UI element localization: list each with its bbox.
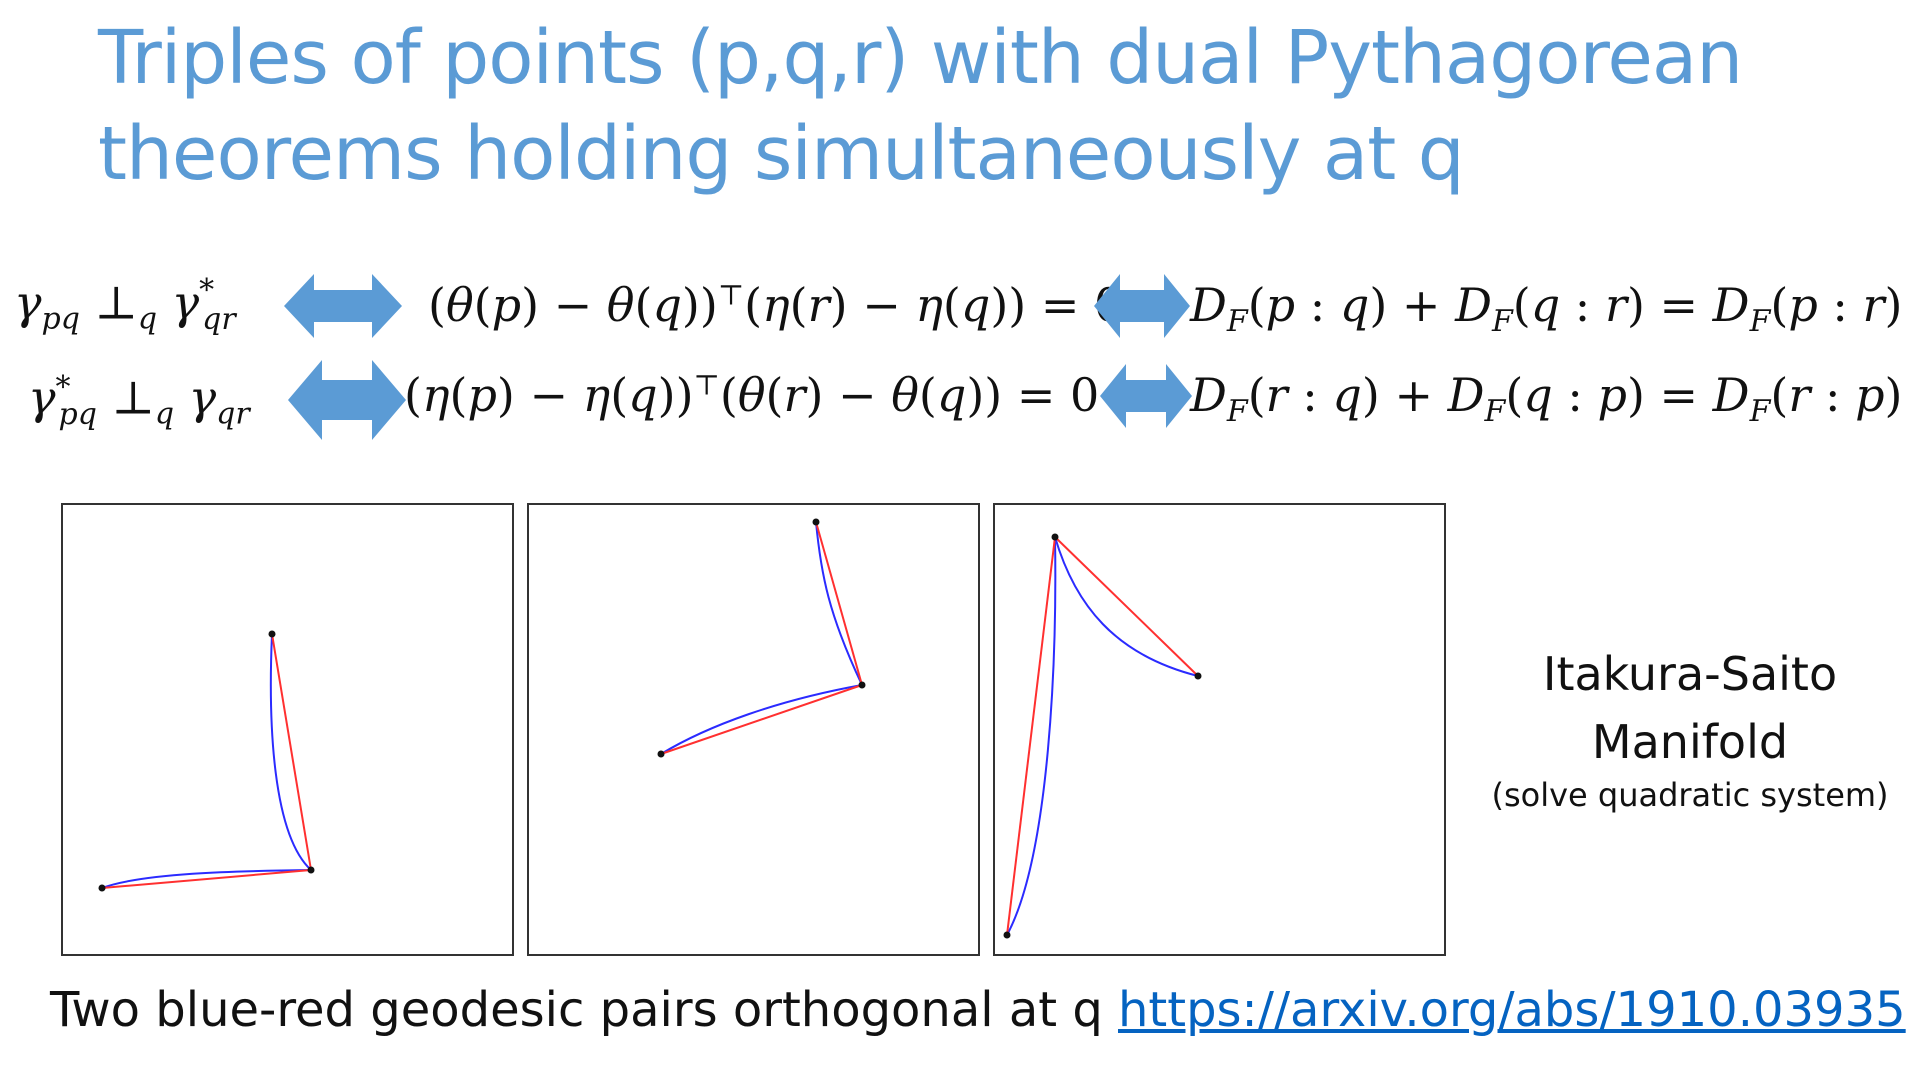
point-p xyxy=(812,518,820,526)
geodesic-plot-2 xyxy=(527,503,980,956)
point-q xyxy=(1003,931,1011,939)
manifold-label-line-2: Manifold xyxy=(1591,715,1789,769)
double-arrow-icon xyxy=(1100,364,1192,428)
point-q xyxy=(307,866,315,874)
eq-row2-pythagoras: DF(r : q) + DF(q : p) = DF(r : p) xyxy=(1190,368,1903,430)
double-arrow-icon xyxy=(1094,274,1190,338)
point-p xyxy=(268,630,276,638)
geodesic-red xyxy=(101,869,312,889)
point-r xyxy=(657,750,665,758)
geodesic-blue xyxy=(660,684,863,755)
title-line-2: theorems holding simultaneously at q xyxy=(98,111,1465,197)
eq-row1-orthogonality: γpq ⊥q γ*qr xyxy=(14,273,236,337)
geodesic-blue xyxy=(815,521,863,686)
figure-caption: Two blue-red geodesic pairs orthogonal a… xyxy=(50,982,1103,1038)
geodesic-plot-1 xyxy=(61,503,514,956)
double-arrow-icon xyxy=(284,274,402,338)
eq-row2-inner-product: (η(p) − η(q))⊤(θ(r) − θ(q)) = 0 xyxy=(404,368,1100,422)
point-r xyxy=(98,884,106,892)
manifold-label: Itakura-Saito Manifold xyxy=(1490,640,1890,776)
point-r xyxy=(1194,672,1202,680)
slide-title: Triples of points (p,q,r) with dual Pyth… xyxy=(98,10,1878,202)
geodesic-red xyxy=(1054,536,1199,677)
manifold-label-line-1: Itakura-Saito xyxy=(1542,647,1838,701)
eq-row2-orthogonality: γ*pq ⊥q γqr xyxy=(28,370,250,432)
point-p xyxy=(1051,533,1059,541)
arxiv-link[interactable]: https://arxiv.org/abs/1910.03935 xyxy=(1118,982,1906,1038)
geodesic-red xyxy=(1006,536,1056,936)
geodesic-blue xyxy=(1054,536,1199,677)
geodesic-blue xyxy=(1006,536,1057,936)
double-arrow-icon xyxy=(288,360,406,440)
geodesic-red xyxy=(271,633,312,871)
eq-row1-pythagoras: DF(p : q) + DF(q : r) = DF(p : r) xyxy=(1190,278,1903,340)
manifold-subtitle: (solve quadratic system) xyxy=(1491,776,1889,814)
geodesic-blue xyxy=(101,869,312,889)
title-line-1: Triples of points (p,q,r) with dual Pyth… xyxy=(98,15,1743,101)
point-q xyxy=(858,681,866,689)
geodesic-plot-3 xyxy=(993,503,1446,956)
geodesic-blue xyxy=(269,633,312,871)
geodesic-red xyxy=(815,521,863,686)
eq-row1-inner-product: (θ(p) − θ(q))⊤(η(r) − η(q)) = 0 xyxy=(428,278,1124,332)
geodesic-red xyxy=(660,684,863,755)
